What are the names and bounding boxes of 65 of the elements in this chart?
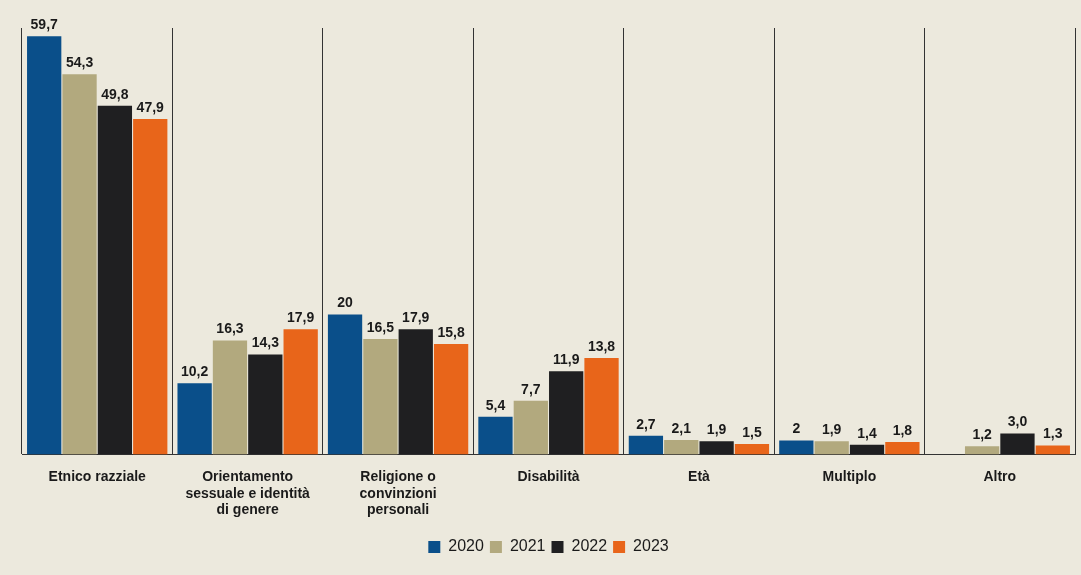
data-label: 2,7	[636, 415, 656, 432]
x-tick-label: Disabilità	[517, 467, 580, 484]
data-label: 16,5	[366, 318, 395, 335]
data-label: 14,3	[251, 334, 280, 351]
data-label: 1,3	[1043, 425, 1063, 442]
data-label: 5,4	[485, 396, 506, 413]
bar	[584, 357, 619, 455]
data-label: 13,8	[587, 337, 616, 354]
bar	[363, 339, 398, 455]
bar	[964, 446, 1000, 455]
bar	[1000, 433, 1035, 455]
data-label: 15,8	[437, 323, 465, 340]
x-tick-label: Multiplo	[822, 467, 877, 484]
bar	[398, 329, 433, 455]
legend-label: 2022	[571, 537, 608, 555]
bar	[734, 444, 770, 455]
data-label: 59,7	[30, 16, 59, 33]
bar	[779, 440, 814, 455]
legend-label: 2021	[509, 537, 546, 555]
bar	[62, 74, 97, 455]
data-label: 20	[337, 294, 354, 311]
data-label: 1,5	[742, 423, 762, 440]
data-label: 17,9	[287, 309, 315, 326]
bar	[248, 354, 283, 455]
bar	[664, 439, 699, 455]
bar	[628, 435, 664, 455]
bar	[212, 340, 248, 455]
data-label: 2,1	[671, 419, 692, 436]
x-tick-label: Orientamento sessuale e identità di genere	[185, 467, 311, 518]
data-label: 1,4	[857, 424, 877, 441]
legend-label: 2023	[633, 537, 669, 555]
data-label: 2	[792, 420, 801, 437]
bar	[283, 329, 318, 455]
bar	[478, 416, 513, 455]
bar	[885, 441, 920, 455]
data-label: 17,9	[402, 309, 430, 326]
bar	[699, 441, 734, 455]
data-label: 1,9	[821, 421, 842, 438]
bar	[133, 119, 168, 455]
data-label: 1,8	[892, 421, 913, 438]
bar	[549, 371, 584, 455]
data-label: 16,3	[216, 320, 244, 337]
legend-label: 2020	[448, 537, 485, 555]
x-tick-label: Età	[688, 467, 711, 484]
bar	[27, 36, 62, 455]
data-label: 47,9	[136, 98, 165, 115]
data-label: 10,2	[180, 363, 209, 379]
bar	[433, 343, 469, 455]
bar	[97, 105, 133, 455]
data-label: 54,3	[65, 54, 94, 71]
bar	[327, 314, 363, 455]
data-label: 7,7	[521, 380, 541, 397]
x-tick-label: Altro	[983, 467, 1017, 484]
data-label: 3,0	[1007, 413, 1028, 430]
x-tick-label: Religione o convinzioni personali	[359, 467, 437, 518]
bar	[814, 441, 849, 455]
data-label: 49,8	[101, 85, 129, 102]
bar	[1035, 445, 1070, 455]
bar	[513, 400, 548, 455]
data-label: 1,9	[706, 421, 727, 438]
bar	[177, 383, 212, 455]
x-tick-label: Etnico razziale	[48, 467, 147, 484]
data-label: 11,9	[552, 351, 580, 368]
data-label: 1,2	[972, 426, 993, 443]
bar	[849, 444, 885, 455]
